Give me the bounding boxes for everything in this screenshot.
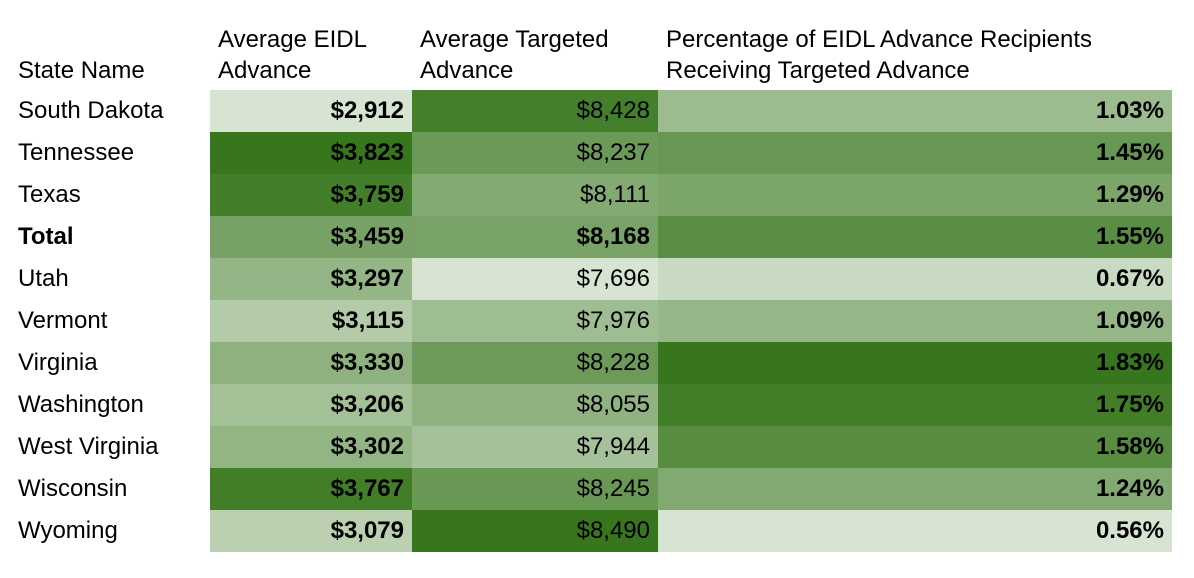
eidl-advance-cell: $3,823 — [210, 132, 412, 174]
eidl-advance-cell: $3,767 — [210, 468, 412, 510]
targeted-percentage-cell: 1.83% — [658, 342, 1172, 384]
targeted-advance-cell: $7,976 — [412, 300, 658, 342]
state-name-cell: South Dakota — [18, 97, 164, 124]
table-row: Tennessee $3,823 $8,237 1.45% — [10, 132, 1172, 174]
header-percentage-targeted: Percentage of EIDL Advance Recipients Re… — [666, 26, 1093, 84]
eidl-advance-cell: $2,912 — [210, 90, 412, 132]
header-row: State Name Average EIDL Advance Average … — [10, 20, 1172, 90]
targeted-advance-cell: $8,428 — [412, 90, 658, 132]
targeted-percentage-cell: 0.67% — [658, 258, 1172, 300]
state-name-cell: Virginia — [18, 349, 98, 376]
state-name-cell: Washington — [18, 391, 144, 418]
targeted-advance-cell: $8,245 — [412, 468, 658, 510]
table-row: Total $3,459 $8,168 1.55% — [10, 216, 1172, 258]
targeted-advance-cell: $8,228 — [412, 342, 658, 384]
eidl-advance-cell: $3,302 — [210, 426, 412, 468]
targeted-percentage-cell: 1.03% — [658, 90, 1172, 132]
state-name-cell: Wyoming — [18, 517, 118, 544]
header-average-targeted-advance: Average Targeted Advance — [420, 26, 609, 84]
targeted-advance-cell: $8,055 — [412, 384, 658, 426]
state-name-cell: Wisconsin — [18, 475, 128, 502]
table-row: South Dakota $2,912 $8,428 1.03% — [10, 90, 1172, 132]
targeted-advance-cell: $7,944 — [412, 426, 658, 468]
targeted-percentage-cell: 1.09% — [658, 300, 1172, 342]
targeted-advance-cell: $8,111 — [412, 174, 658, 216]
header-average-eidl-advance: Average EIDL Advance — [218, 26, 367, 84]
table-row: Virginia $3,330 $8,228 1.83% — [10, 342, 1172, 384]
state-name-cell: Utah — [18, 265, 69, 292]
eidl-advance-cell: $3,079 — [210, 510, 412, 552]
heatmap-table: State Name Average EIDL Advance Average … — [10, 20, 1172, 552]
targeted-advance-cell: $8,168 — [412, 216, 658, 258]
targeted-percentage-cell: 1.55% — [658, 216, 1172, 258]
targeted-advance-cell: $8,490 — [412, 510, 658, 552]
state-name-cell: Tennessee — [18, 139, 135, 166]
state-name-cell: Total — [18, 223, 74, 250]
table-row: Vermont $3,115 $7,976 1.09% — [10, 300, 1172, 342]
eidl-advance-cell: $3,297 — [210, 258, 412, 300]
table-row: Wisconsin $3,767 $8,245 1.24% — [10, 468, 1172, 510]
state-name-cell: West Virginia — [18, 433, 159, 460]
targeted-advance-cell: $8,237 — [412, 132, 658, 174]
targeted-percentage-cell: 1.58% — [658, 426, 1172, 468]
eidl-advance-cell: $3,759 — [210, 174, 412, 216]
eidl-advance-cell: $3,459 — [210, 216, 412, 258]
table-row: Wyoming $3,079 $8,490 0.56% — [10, 510, 1172, 552]
table-row: Texas $3,759 $8,111 1.29% — [10, 174, 1172, 216]
state-name-cell: Vermont — [18, 307, 108, 334]
targeted-percentage-cell: 1.24% — [658, 468, 1172, 510]
eidl-advance-cell: $3,115 — [210, 300, 412, 342]
state-name-cell: Texas — [18, 181, 81, 208]
targeted-percentage-cell: 1.75% — [658, 384, 1172, 426]
table-row: Utah $3,297 $7,696 0.67% — [10, 258, 1172, 300]
eidl-advance-cell: $3,330 — [210, 342, 412, 384]
table-row: Washington $3,206 $8,055 1.75% — [10, 384, 1172, 426]
targeted-advance-cell: $7,696 — [412, 258, 658, 300]
header-state-name: State Name — [18, 57, 145, 84]
table-row: West Virginia $3,302 $7,944 1.58% — [10, 426, 1172, 468]
targeted-percentage-cell: 0.56% — [658, 510, 1172, 552]
targeted-percentage-cell: 1.29% — [658, 174, 1172, 216]
eidl-advance-cell: $3,206 — [210, 384, 412, 426]
targeted-percentage-cell: 1.45% — [658, 132, 1172, 174]
table-body: South Dakota $2,912 $8,428 1.03% Tennessee $3… — [10, 90, 1172, 552]
table-header: State Name Average EIDL Advance Average … — [10, 20, 1172, 90]
